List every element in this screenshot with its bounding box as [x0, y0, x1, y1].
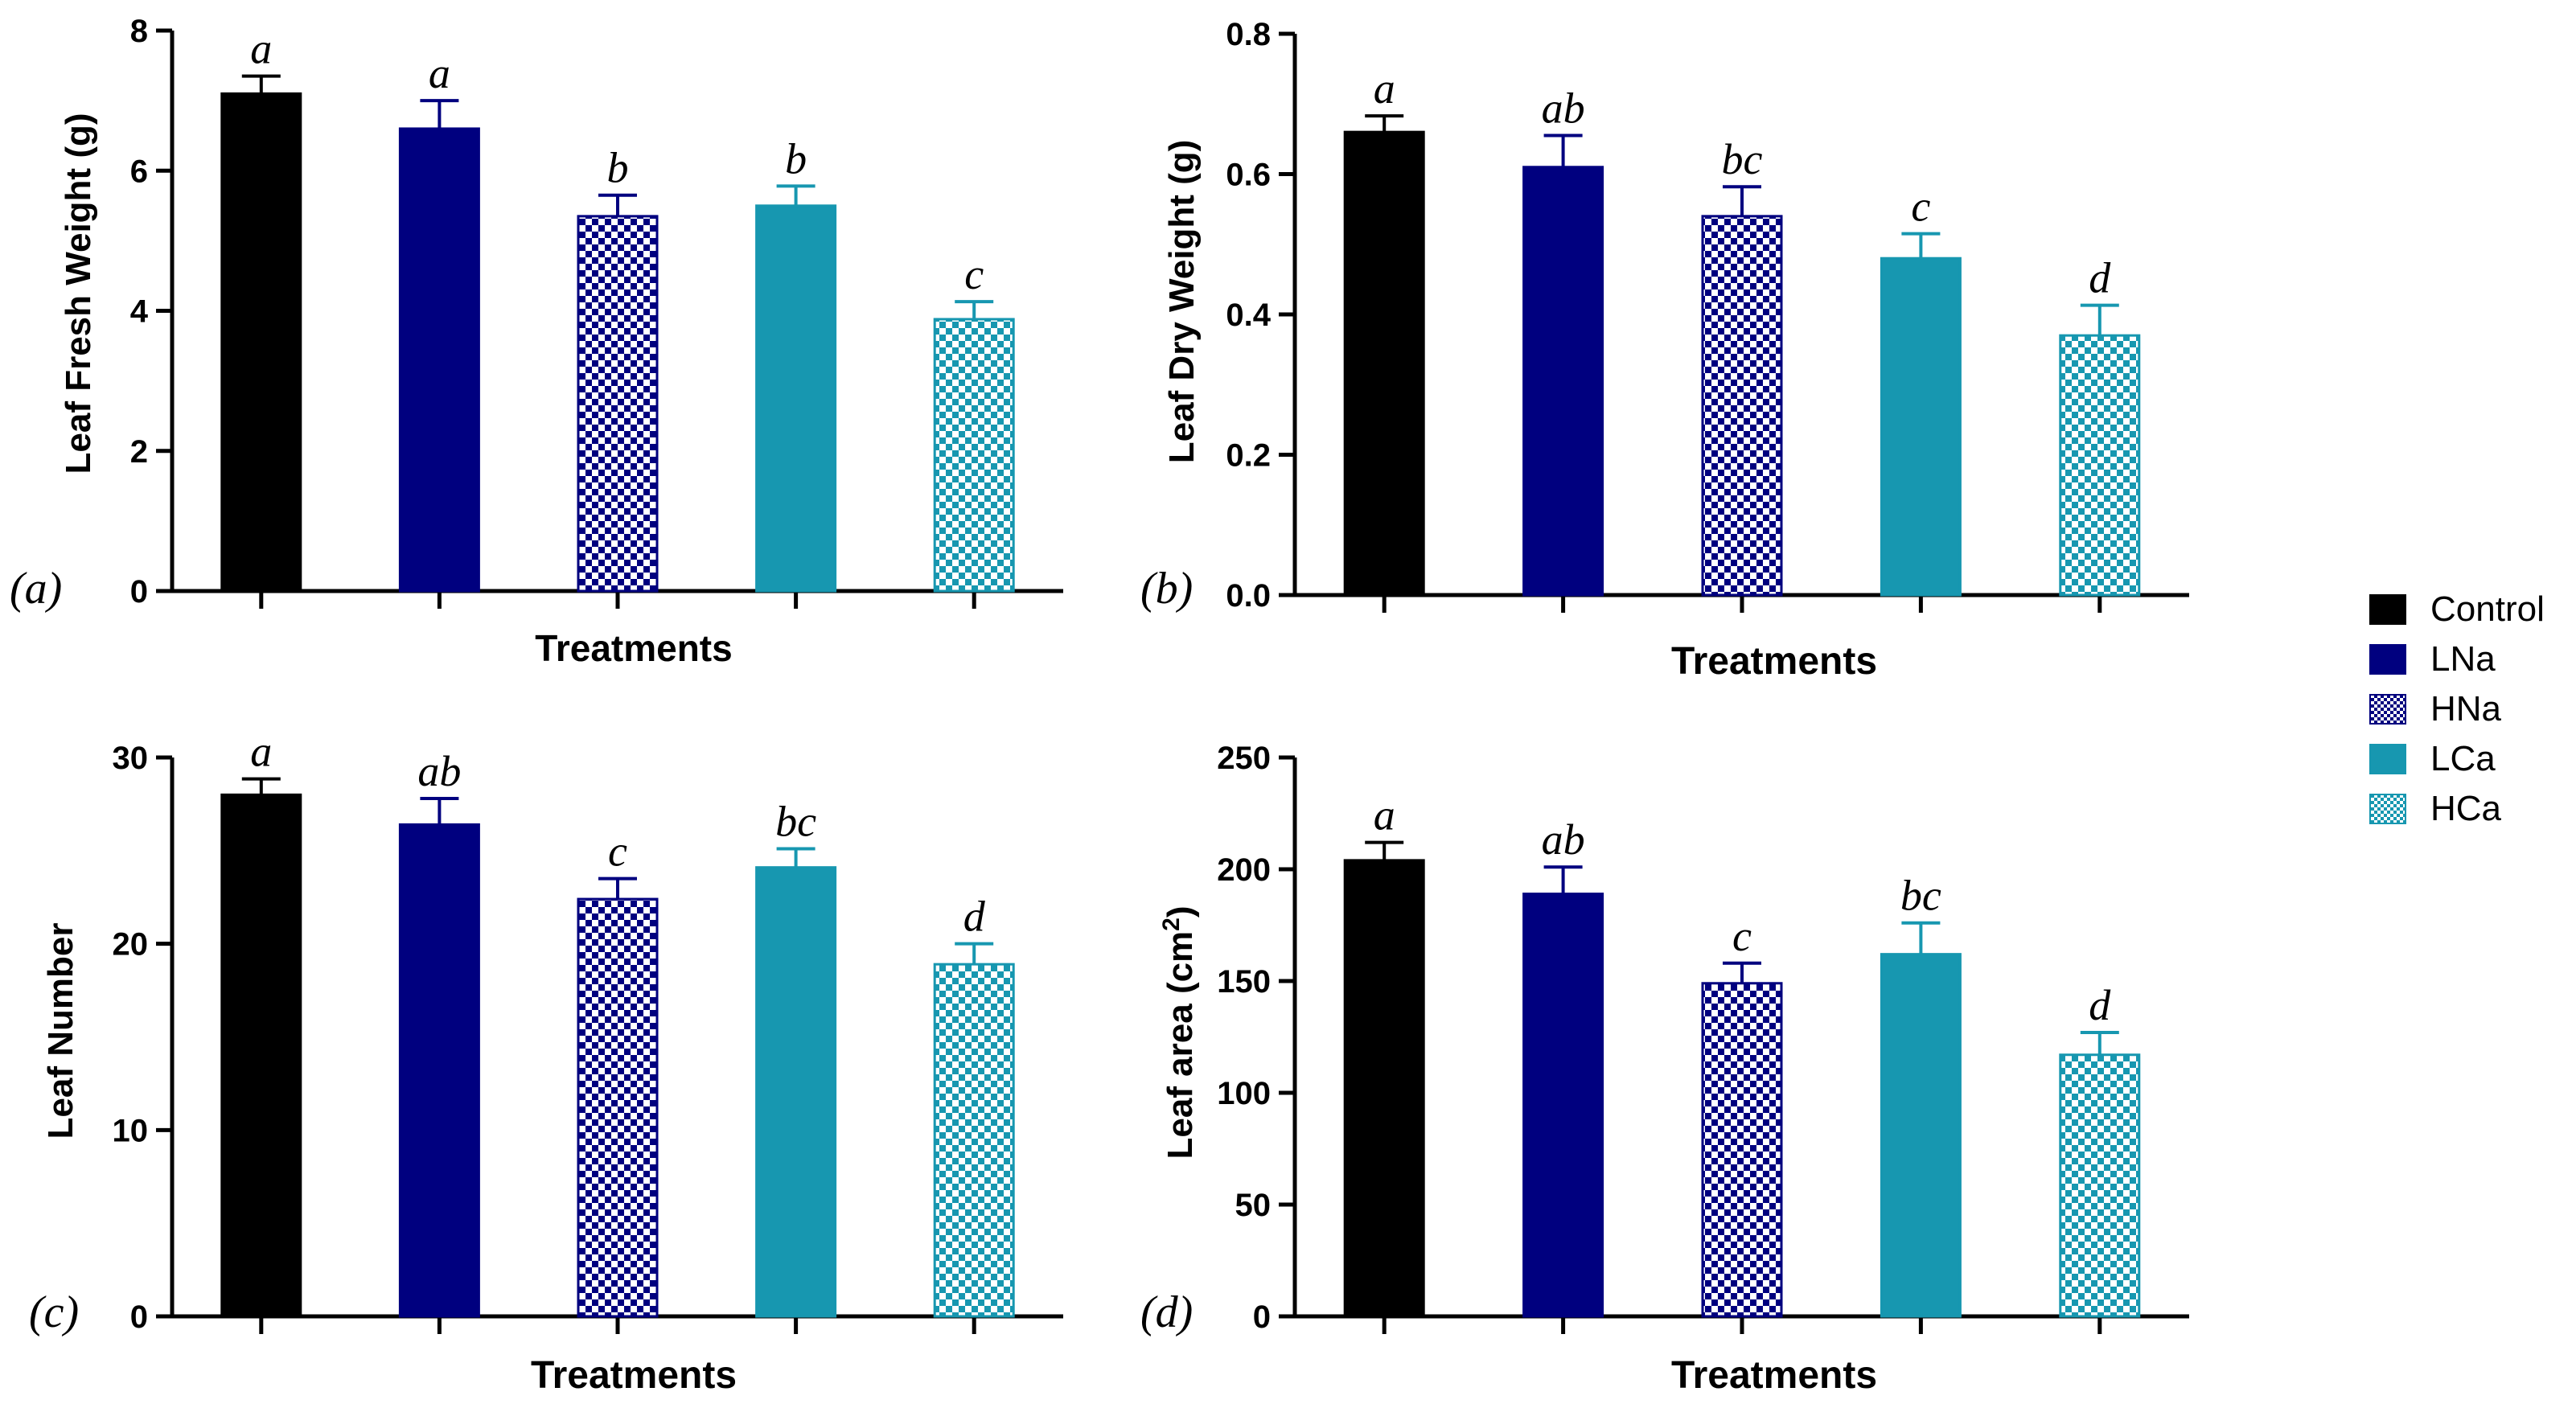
- y-tick-label: 250: [1217, 741, 1271, 776]
- y-tick-label: 10: [113, 1113, 149, 1148]
- significance-letter: c: [1732, 912, 1752, 960]
- bar-control: [220, 793, 302, 1318]
- x-axis-title: Treatments: [531, 1354, 737, 1397]
- bar-hna: [1701, 982, 1783, 1318]
- significance-letter: d: [963, 893, 986, 941]
- bar-lna: [1522, 893, 1604, 1318]
- panel-label: (b): [1140, 564, 1193, 614]
- significance-letter: bc: [1900, 872, 1941, 920]
- y-axis-title: Leaf Fresh Weight (g): [59, 113, 98, 474]
- significance-letter: a: [250, 25, 272, 73]
- y-tick-label: 0.2: [1226, 438, 1271, 474]
- bar-lca: [755, 866, 837, 1318]
- x-axis-title: Treatments: [1671, 1354, 1877, 1397]
- bar-lca: [1880, 257, 1962, 597]
- significance-letter: c: [964, 250, 984, 298]
- bar-control: [220, 92, 302, 593]
- y-axis-title-tail: ): [1161, 905, 1200, 918]
- legend-swatch-control: [2369, 594, 2406, 625]
- y-tick-label: 150: [1217, 964, 1271, 1000]
- chart-panel-c: Leaf Number Treatments (c) 0 10 20 30 a ab c bc…: [29, 728, 1063, 1397]
- y-tick-label: 0.4: [1226, 298, 1271, 333]
- significance-letter: c: [1911, 183, 1930, 231]
- legend-swatch-lca: [2369, 744, 2406, 774]
- y-axis-title-superscript: 2: [1158, 918, 1185, 931]
- bar-hca: [2059, 1053, 2141, 1318]
- bar-hca: [2059, 334, 2141, 597]
- legend-label-lca: LCa: [2430, 739, 2496, 778]
- y-tick-label: 100: [1217, 1076, 1271, 1111]
- significance-letter: d: [2089, 254, 2111, 302]
- significance-letter: bc: [775, 798, 816, 846]
- bar-lna: [1522, 166, 1604, 597]
- bar-lna: [398, 823, 480, 1318]
- bar-control: [1343, 130, 1425, 597]
- panel-label: (c): [29, 1287, 79, 1337]
- legend-label-lna: LNa: [2430, 639, 2496, 679]
- legend-label-hna: HNa: [2430, 689, 2502, 729]
- bar-hna: [1701, 215, 1783, 597]
- bar-hca: [933, 963, 1015, 1318]
- y-tick-label: 2: [130, 434, 148, 470]
- significance-letter: a: [1374, 64, 1395, 113]
- y-axis-title-text: Leaf area (cm: [1161, 931, 1200, 1160]
- y-tick-label: 0.0: [1226, 578, 1271, 614]
- panel-label: (d): [1140, 1287, 1193, 1337]
- bar-control: [1343, 859, 1425, 1318]
- bar-hna: [577, 215, 659, 593]
- y-tick-label: 4: [130, 294, 149, 330]
- bar-lna: [398, 127, 480, 593]
- chart-panel-a: Leaf Fresh Weight (g) Treatments (a) 0 2 4…: [10, 14, 1063, 669]
- y-tick-label: 0: [1253, 1299, 1271, 1335]
- x-axis-title: Treatments: [1671, 640, 1877, 683]
- significance-letter: ab: [1542, 815, 1585, 864]
- significance-letter: ab: [1542, 84, 1585, 133]
- significance-letter: a: [429, 49, 450, 97]
- y-tick-label: 0.8: [1226, 17, 1271, 52]
- significance-letter: a: [250, 728, 272, 776]
- panel-label: (a): [10, 564, 62, 614]
- y-tick-label: 200: [1217, 852, 1271, 888]
- legend-swatch-lna: [2369, 644, 2406, 675]
- significance-letter: bc: [1722, 135, 1763, 183]
- significance-letter: a: [1374, 791, 1395, 840]
- significance-letter: ab: [417, 747, 461, 795]
- bar-lca: [755, 204, 837, 593]
- legend-label-hca: HCa: [2430, 789, 2502, 828]
- y-tick-label: 6: [130, 154, 148, 189]
- y-axis-title: Leaf area (cm2): [1158, 905, 1200, 1159]
- legend-label-control: Control: [2430, 589, 2545, 629]
- chart-panel-b: Leaf Dry Weight (g) Treatments (b) 0.0 0.…: [1140, 17, 2189, 683]
- y-tick-label: 20: [113, 927, 149, 963]
- x-axis-title: Treatments: [535, 627, 732, 669]
- y-tick-label: 8: [130, 14, 148, 49]
- legend-swatch-hca: [2369, 794, 2406, 824]
- bar-hna: [577, 897, 659, 1318]
- y-tick-label: 0.6: [1226, 158, 1271, 193]
- bar-lca: [1880, 953, 1962, 1318]
- y-axis-title: Leaf Number: [41, 923, 80, 1139]
- y-tick-label: 0: [130, 1299, 148, 1335]
- y-tick-label: 50: [1235, 1188, 1272, 1223]
- significance-letter: d: [2089, 981, 2111, 1029]
- legend: Control LNa HNa LCa HCa: [2369, 589, 2545, 828]
- chart-panel-d: Leaf area (cm2) Treatments (d) 0 50 100 150…: [1140, 741, 2189, 1397]
- y-axis-title: Leaf Dry Weight (g): [1162, 140, 1202, 464]
- legend-swatch-hna: [2369, 694, 2406, 725]
- significance-letter: b: [607, 144, 629, 192]
- y-tick-label: 30: [113, 741, 149, 776]
- significance-letter: b: [785, 134, 807, 183]
- y-tick-label: 0: [130, 574, 148, 610]
- bar-hca: [933, 318, 1015, 593]
- significance-letter: c: [608, 827, 627, 876]
